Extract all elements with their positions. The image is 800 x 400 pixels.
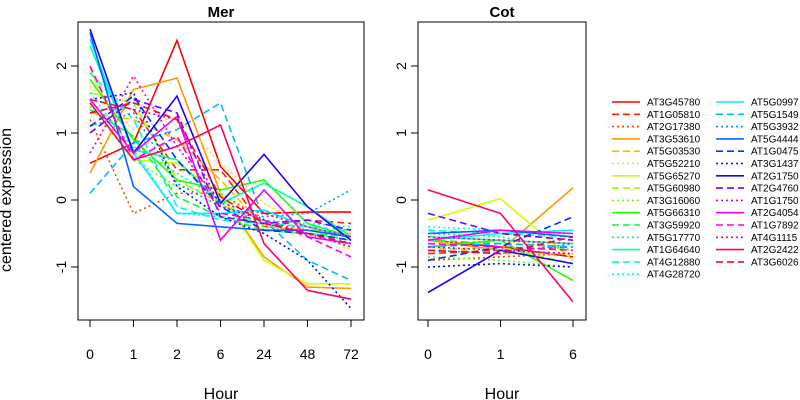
legend-label: AT1G0475 [751,147,799,158]
series-line-at2g1750 [427,249,574,294]
x-tick-label: 48 [300,346,316,362]
x-tick-label: 0 [86,346,94,362]
legend-label: AT5G03530 [647,147,701,158]
x-axis-title: Hour [204,386,239,400]
legend-label: AT2G2422 [751,245,799,256]
legend-label: AT2G4760 [751,184,799,195]
y-tick-label: 1 [53,129,69,137]
series-line-at3g53610 [89,77,352,290]
panel-title: Cot [490,4,515,21]
y-tick-label: 2 [393,62,409,70]
series-line-at5g0997 [427,229,574,241]
x-tick-label: 0 [424,346,432,362]
legend-label: AT5G17770 [647,233,701,244]
series-line-at3g6026 [89,102,352,245]
series-line-at1g1750 [427,246,574,255]
series-line-at2g4760 [427,212,574,241]
series-line-at5g3932 [89,111,352,218]
series-line-at4g28720 [89,92,352,228]
legend-label: AT2G17380 [647,122,701,133]
series-line-at1g1750 [89,98,352,248]
legend-label: AT3G45780 [647,98,701,109]
series-line-at2g2422 [89,102,352,300]
series-line-at5g52210 [89,85,352,252]
series-line-at5g1549 [427,242,574,248]
x-tick-label: 2 [173,346,181,362]
y-tick-label: -1 [393,261,409,274]
legend-label: AT5G66310 [647,208,701,219]
legend-label: AT4G1115 [751,233,798,244]
legend-label: AT3G1437 [751,159,799,170]
y-tick-label: 0 [393,196,409,204]
series-line-at5g66310 [89,78,352,238]
legend-label: AT1G7892 [751,221,799,232]
legend-label: AT4G12880 [647,257,701,268]
plot-frame [417,21,587,321]
series-line-at2g2422 [427,189,574,303]
series-line-at3g1437 [427,262,574,268]
series-line-at5g65270 [89,68,351,285]
series-line-at1g7892 [427,242,574,252]
y-tick-label: 2 [53,62,69,70]
series-line-at5g4444 [89,32,352,238]
panel-cot: Cot 0 1 6 2 1 0 -1 Hour [393,4,587,400]
x-tick-label: 1 [497,346,505,362]
legend-label: AT1G1750 [751,196,799,207]
series-line-at5g65270 [427,197,574,261]
series-line-at2g4054 [427,229,574,241]
legend-label: AT4G28720 [647,270,701,281]
series-line-at5g3932 [427,242,574,255]
y-axis-title: centered expression [0,128,15,272]
x-axis-title: Hour [485,386,520,400]
y-tick-label: -1 [53,261,69,274]
legend-label: AT5G60980 [647,184,701,195]
legend-label: AT3G16060 [647,196,701,207]
legend-label: AT5G65270 [647,171,701,182]
x-tick-label: 24 [256,346,272,362]
series-line-at1g0475 [89,94,352,241]
legend-label: AT1G05810 [647,110,701,121]
panel-mer: Mer 0 1 2 6 24 48 72 2 1 0 -1 Hour [53,4,365,400]
legend-label: AT3G6026 [751,257,799,268]
x-tick-label: 1 [130,346,138,362]
legend-label: AT1G64640 [647,245,701,256]
series-line-at3g6026 [427,236,574,255]
legend-label: AT5G52210 [647,159,701,170]
series-line-at5g17770 [427,232,574,252]
legend-label: AT5G0997 [751,98,799,109]
x-tick-label: 6 [569,346,577,362]
x-tick-label: 72 [343,346,359,362]
series-line-at3g16060 [427,256,574,268]
legend-label: AT2G1750 [751,171,799,182]
series-line-at2g17380 [427,252,574,262]
series-line-at1g0475 [427,216,574,262]
legend-label: AT5G1549 [751,110,799,121]
x-tick-label: 6 [217,346,225,362]
legend-label: AT2G4054 [751,208,799,219]
plot-frame [77,21,365,321]
panel-title: Mer [208,4,235,21]
legend-label: AT3G59920 [647,221,701,232]
legend-label: AT3G53610 [647,134,701,145]
y-tick-label: 0 [53,196,69,204]
series-line-at5g1549 [89,101,352,282]
y-tick-label: 1 [393,129,409,137]
series-lines [89,28,352,310]
legend-label: AT5G3932 [751,122,799,133]
legend-label: AT5G4444 [751,134,799,145]
series-line-at2g17380 [89,119,352,238]
series-lines [427,187,574,303]
series-line-at2g4760 [89,98,352,231]
